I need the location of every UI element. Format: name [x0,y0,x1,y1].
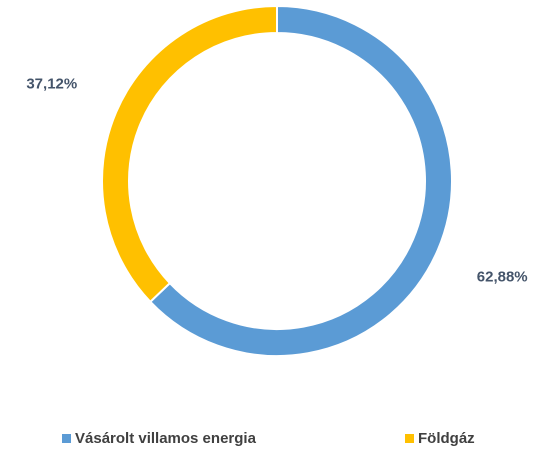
donut-segment [148,4,453,357]
legend-label: Vásárolt villamos energia [75,430,257,447]
data-label: 62,88% [477,268,528,285]
legend-label: Földgáz [418,430,475,447]
donut-segment [101,4,278,304]
data-label: 37,12% [26,76,77,93]
legend-swatch [405,434,414,443]
legend-swatch [62,434,71,443]
